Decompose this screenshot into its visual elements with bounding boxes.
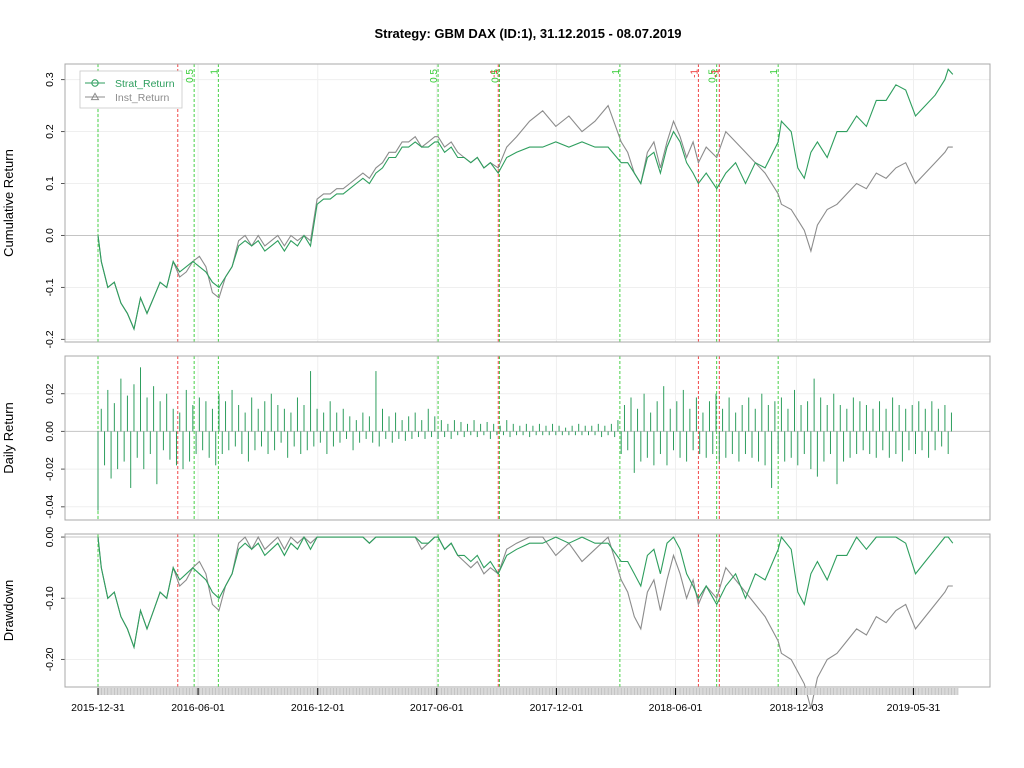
- cumulative-y-axis-label: Cumulative Return: [1, 149, 16, 257]
- signal-label: 0.5: [429, 69, 440, 83]
- x-tick-label: 2015-12-31: [71, 702, 125, 714]
- x-tick-label: 2016-06-01: [171, 702, 225, 714]
- chart-title: Strategy: GBM DAX (ID:1), 31.12.2015 - 0…: [374, 26, 681, 41]
- x-tick-label: 2017-12-01: [530, 702, 584, 714]
- series-line-strat-return: [97, 68, 954, 331]
- cumulative-panel-frame: [64, 63, 991, 343]
- daily-panel-frame: [64, 355, 991, 521]
- legend-circle-marker: [91, 79, 99, 87]
- y-tick-label: -0.10: [44, 586, 56, 610]
- series-line-strat-return: [97, 535, 954, 650]
- x-tick-label: 2016-12-01: [291, 702, 345, 714]
- y-tick-label: -0.04: [44, 495, 56, 519]
- y-tick-label: 0.1: [44, 176, 56, 191]
- signal-label: 0.5: [708, 69, 719, 83]
- drawdown-panel-frame: [64, 533, 991, 688]
- y-tick-label: 0.00: [44, 421, 56, 442]
- signal-label: 1: [769, 69, 780, 75]
- drawdown-y-axis-label: Drawdown: [1, 580, 16, 641]
- legend-triangle-marker: [90, 92, 100, 101]
- y-tick-label: -0.2: [44, 330, 56, 348]
- x-axis: 2015-12-31 2016-06-01 2016-12-01 2017-06-01…: [71, 688, 959, 714]
- cumulative-panel: -0.2-0.10.00.10.20.3 0.5 1 0.5 -10.5 1 -1 0.5-1…: [1, 63, 991, 348]
- x-tick-label: 2018-06-01: [649, 702, 703, 714]
- y-tick-label: -0.02: [44, 457, 56, 481]
- drawdown-panel: -0.20 -0.10 0.00 Drawdown: [1, 527, 991, 709]
- x-tick-label: 2019-05-31: [887, 702, 941, 714]
- signal-label: -1: [710, 69, 721, 78]
- x-axis-day-ticks: [98, 688, 958, 695]
- chart-panels: -0.2-0.10.00.10.20.3 0.5 1 0.5 -10.5 1 -1 0.5-1…: [1, 63, 991, 709]
- legend-label: Strat_Return: [115, 78, 175, 90]
- y-tick-label: -0.20: [44, 647, 56, 671]
- signal-label: 0.5: [491, 69, 502, 83]
- x-tick-label: 2017-06-01: [410, 702, 464, 714]
- signal-label: 1: [611, 69, 622, 75]
- y-tick-label: 0.2: [44, 124, 56, 139]
- legend-label: Inst_Return: [115, 92, 169, 104]
- y-tick-label: -0.1: [44, 278, 56, 296]
- series-line-inst-return: [97, 104, 953, 331]
- legend: Strat_Return Inst_Return: [79, 70, 183, 109]
- x-tick-label: 2018-12-03: [770, 702, 824, 714]
- y-tick-label: 0.02: [44, 383, 56, 404]
- series-line-inst-return: [97, 535, 953, 709]
- y-tick-label: 0.00: [44, 527, 56, 548]
- signal-label: -1: [689, 69, 700, 78]
- daily-panel: -0.04 -0.02 0.00 0.02 Daily Return: [1, 355, 991, 521]
- daily-y-axis-label: Daily Return: [1, 402, 16, 474]
- y-tick-label: 0.3: [44, 72, 56, 87]
- y-tick-label: 0.0: [44, 228, 56, 243]
- signal-label: 1: [209, 69, 220, 75]
- signal-label: 0.5: [185, 69, 196, 83]
- signal-label: -1: [489, 69, 500, 78]
- legend-box: [79, 70, 183, 109]
